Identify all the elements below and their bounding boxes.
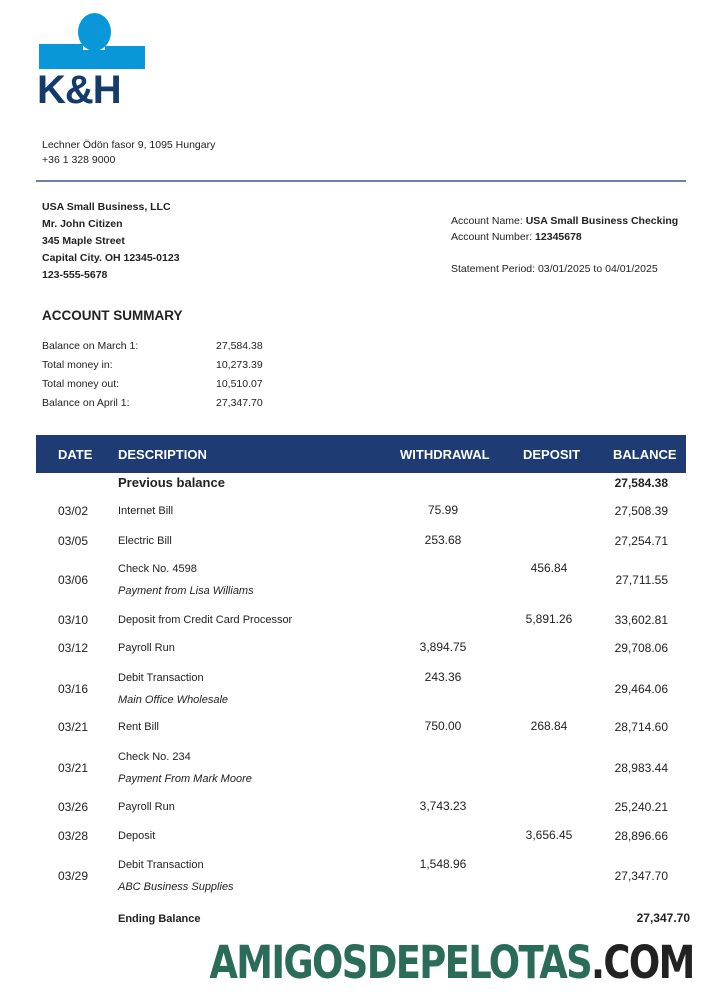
row-date: 03/16 bbox=[58, 682, 89, 696]
summary-row: Total money out: 10,510.07 bbox=[42, 378, 263, 390]
row-description: Debit Transaction bbox=[118, 672, 204, 684]
row-description: Deposit bbox=[118, 830, 156, 842]
row-deposit: 3,656.45 bbox=[525, 828, 573, 842]
row-date: 03/26 bbox=[58, 800, 89, 814]
previous-balance-value: 27,584.38 bbox=[614, 476, 668, 490]
summary-label: Balance on March 1: bbox=[42, 340, 139, 352]
summary-value: 27,347.70 bbox=[216, 397, 263, 409]
row-date: 03/12 bbox=[58, 641, 89, 655]
customer-company: USA Small Business, LLC bbox=[42, 201, 171, 213]
account-name: Account Name: USA Small Business Checkin… bbox=[451, 213, 678, 229]
customer-street: 345 Maple Street bbox=[42, 235, 125, 247]
bank-phone: +36 1 328 9000 bbox=[42, 154, 116, 166]
row-balance: 28,714.60 bbox=[614, 720, 668, 734]
header-withdrawal: WITHDRAWAL bbox=[400, 447, 490, 462]
statement-period-label: Statement Period: bbox=[451, 263, 536, 275]
account-number-value: 12345678 bbox=[535, 231, 582, 243]
row-balance: 25,240.21 bbox=[614, 800, 668, 814]
account-number-label: Account Number: bbox=[451, 231, 533, 243]
row-description: Check No. 234 bbox=[118, 751, 191, 763]
summary-label: Balance on April 1: bbox=[42, 397, 130, 409]
account-number: Account Number: 12345678 bbox=[451, 229, 582, 245]
summary-row: Balance on April 1: 27,347.70 bbox=[42, 397, 263, 409]
row-date: 03/21 bbox=[58, 761, 89, 775]
logo-circle-icon bbox=[78, 13, 111, 51]
row-withdrawal: 750.00 bbox=[424, 719, 462, 733]
row-balance: 27,347.70 bbox=[614, 869, 668, 883]
row-deposit: 268.84 bbox=[530, 719, 568, 733]
row-subdescription: Main Office Wholesale bbox=[118, 694, 229, 706]
row-balance: 33,602.81 bbox=[614, 613, 668, 627]
summary-row: Balance on March 1: 27,584.38 bbox=[42, 340, 263, 352]
row-balance: 29,464.06 bbox=[614, 682, 668, 696]
row-subdescription: Payment From Mark Moore bbox=[118, 773, 252, 785]
divider bbox=[36, 180, 686, 182]
summary-label: Total money in: bbox=[42, 359, 113, 371]
summary-label: Total money out: bbox=[42, 378, 120, 390]
statement-period-value: 03/01/2025 to 04/01/2025 bbox=[537, 263, 658, 275]
watermark-suffix: .COM bbox=[591, 936, 695, 989]
row-description: Rent Bill bbox=[118, 721, 159, 733]
row-date: 03/28 bbox=[58, 829, 89, 843]
row-date: 03/21 bbox=[58, 720, 89, 734]
row-balance: 27,508.39 bbox=[614, 504, 668, 518]
header-description: DESCRIPTION bbox=[118, 447, 207, 462]
summary-value: 10,273.39 bbox=[216, 359, 263, 371]
row-description: Debit Transaction bbox=[118, 859, 204, 871]
row-balance: 27,254.71 bbox=[614, 534, 668, 548]
customer-block: USA Small Business, LLC Mr. John Citizen… bbox=[42, 199, 180, 284]
row-description: Payroll Run bbox=[118, 642, 175, 654]
table-header: DATE DESCRIPTION WITHDRAWAL DEPOSIT BALA… bbox=[36, 435, 686, 473]
row-balance: 29,708.06 bbox=[614, 641, 668, 655]
row-subdescription: ABC Business Supplies bbox=[118, 881, 234, 893]
customer-city: Capital City. OH 12345-0123 bbox=[42, 252, 180, 264]
row-balance: 28,983.44 bbox=[614, 761, 668, 775]
ending-balance-value: 27,347.70 bbox=[636, 911, 690, 925]
account-name-value: USA Small Business Checking bbox=[525, 215, 679, 227]
row-description: Deposit from Credit Card Processor bbox=[118, 614, 293, 626]
bank-address: Lechner Ödön fasor 9, 1095 Hungary bbox=[42, 139, 216, 151]
watermark-main: AMIGOSDEPELOTAS bbox=[209, 936, 593, 989]
summary-row: Total money in: 10,273.39 bbox=[42, 359, 263, 371]
summary-title: ACCOUNT SUMMARY bbox=[42, 308, 183, 323]
row-withdrawal: 253.68 bbox=[424, 533, 462, 547]
row-withdrawal: 243.36 bbox=[424, 670, 462, 684]
row-withdrawal: 3,743.23 bbox=[419, 799, 467, 813]
watermark: AMIGOSDEPELOTAS.COM bbox=[209, 936, 696, 989]
row-withdrawal: 3,894.75 bbox=[419, 640, 467, 654]
previous-balance-label: Previous balance bbox=[118, 475, 225, 490]
customer-phone: 123-555-5678 bbox=[42, 269, 108, 281]
header-deposit: DEPOSIT bbox=[523, 447, 581, 462]
row-date: 03/06 bbox=[58, 573, 89, 587]
row-balance: 27,711.55 bbox=[615, 573, 669, 587]
statement-period: Statement Period: 03/01/2025 to 04/01/20… bbox=[451, 261, 658, 277]
row-withdrawal: 75.99 bbox=[427, 503, 459, 517]
row-date: 03/29 bbox=[58, 869, 89, 883]
row-deposit: 456.84 bbox=[530, 561, 568, 575]
customer-name: Mr. John Citizen bbox=[42, 218, 123, 230]
row-deposit: 5,891.26 bbox=[525, 612, 573, 626]
row-date: 03/05 bbox=[58, 534, 89, 548]
row-description: Electric Bill bbox=[118, 535, 172, 547]
row-withdrawal: 1,548.96 bbox=[419, 857, 467, 871]
header-date: DATE bbox=[58, 447, 93, 462]
header-balance: BALANCE bbox=[613, 447, 677, 462]
row-description: Internet Bill bbox=[118, 505, 174, 517]
ending-balance-label: Ending Balance bbox=[118, 913, 201, 925]
logo-bar-icon bbox=[39, 44, 145, 69]
row-subdescription: Payment from Lisa Williams bbox=[118, 585, 254, 597]
row-date: 03/02 bbox=[58, 504, 89, 518]
row-date: 03/10 bbox=[58, 613, 89, 627]
summary-value: 27,584.38 bbox=[216, 340, 263, 352]
row-description: Payroll Run bbox=[118, 801, 175, 813]
bank-logo: K&H bbox=[37, 68, 122, 112]
row-description: Check No. 4598 bbox=[118, 563, 197, 575]
summary-value: 10,510.07 bbox=[216, 378, 263, 390]
row-balance: 28,896.66 bbox=[614, 829, 668, 843]
account-name-label: Account Name: bbox=[451, 215, 523, 227]
